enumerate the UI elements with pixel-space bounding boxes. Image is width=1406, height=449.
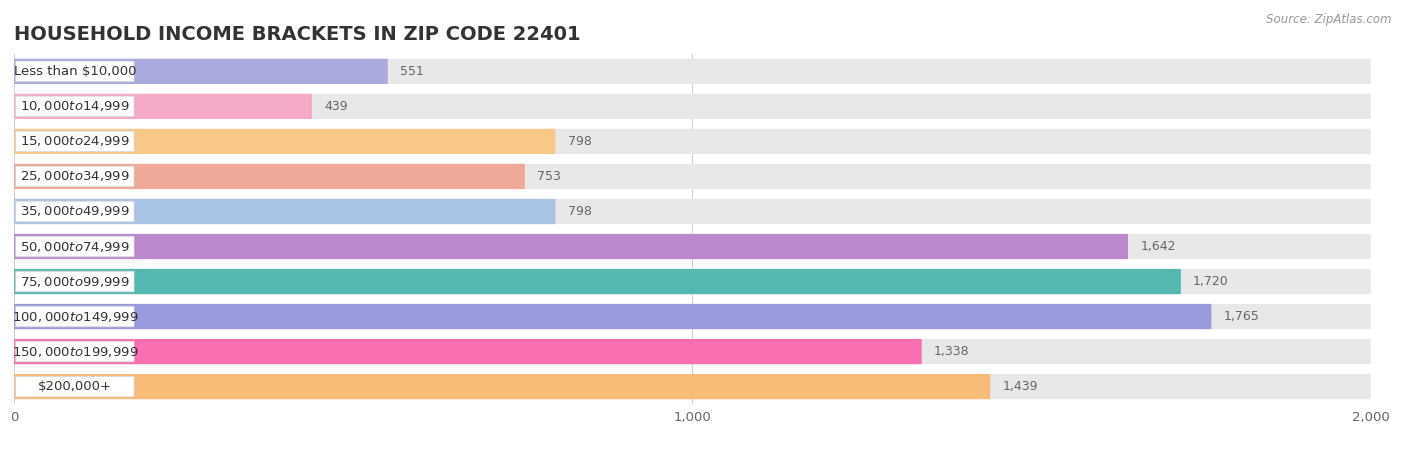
FancyBboxPatch shape bbox=[14, 374, 990, 399]
FancyBboxPatch shape bbox=[14, 59, 388, 84]
FancyBboxPatch shape bbox=[14, 129, 555, 154]
Text: Source: ZipAtlas.com: Source: ZipAtlas.com bbox=[1267, 13, 1392, 26]
Text: 1,642: 1,642 bbox=[1140, 240, 1175, 253]
Text: 1,765: 1,765 bbox=[1223, 310, 1260, 323]
FancyBboxPatch shape bbox=[15, 166, 134, 187]
FancyBboxPatch shape bbox=[15, 201, 134, 222]
Text: HOUSEHOLD INCOME BRACKETS IN ZIP CODE 22401: HOUSEHOLD INCOME BRACKETS IN ZIP CODE 22… bbox=[14, 25, 581, 44]
Text: $150,000 to $199,999: $150,000 to $199,999 bbox=[11, 344, 138, 359]
FancyBboxPatch shape bbox=[15, 131, 134, 152]
FancyBboxPatch shape bbox=[15, 376, 134, 397]
FancyBboxPatch shape bbox=[14, 199, 555, 224]
Text: $75,000 to $99,999: $75,000 to $99,999 bbox=[20, 274, 129, 289]
FancyBboxPatch shape bbox=[15, 61, 134, 82]
Text: $10,000 to $14,999: $10,000 to $14,999 bbox=[20, 99, 129, 114]
FancyBboxPatch shape bbox=[14, 94, 312, 119]
FancyBboxPatch shape bbox=[15, 271, 134, 292]
FancyBboxPatch shape bbox=[14, 304, 1212, 329]
FancyBboxPatch shape bbox=[14, 59, 1371, 84]
FancyBboxPatch shape bbox=[14, 129, 1371, 154]
Text: $200,000+: $200,000+ bbox=[38, 380, 111, 393]
FancyBboxPatch shape bbox=[14, 164, 1371, 189]
Text: 798: 798 bbox=[568, 205, 592, 218]
Text: $15,000 to $24,999: $15,000 to $24,999 bbox=[20, 134, 129, 149]
FancyBboxPatch shape bbox=[14, 199, 1371, 224]
Text: 1,338: 1,338 bbox=[934, 345, 970, 358]
FancyBboxPatch shape bbox=[14, 94, 1371, 119]
Text: $50,000 to $74,999: $50,000 to $74,999 bbox=[20, 239, 129, 254]
Text: Less than $10,000: Less than $10,000 bbox=[14, 65, 136, 78]
Text: $100,000 to $149,999: $100,000 to $149,999 bbox=[11, 309, 138, 324]
Text: 798: 798 bbox=[568, 135, 592, 148]
FancyBboxPatch shape bbox=[14, 304, 1371, 329]
Text: 1,720: 1,720 bbox=[1194, 275, 1229, 288]
FancyBboxPatch shape bbox=[14, 269, 1371, 294]
FancyBboxPatch shape bbox=[15, 306, 134, 327]
Text: 753: 753 bbox=[537, 170, 561, 183]
FancyBboxPatch shape bbox=[14, 269, 1181, 294]
FancyBboxPatch shape bbox=[15, 341, 134, 362]
FancyBboxPatch shape bbox=[14, 164, 524, 189]
FancyBboxPatch shape bbox=[14, 339, 922, 364]
Text: $25,000 to $34,999: $25,000 to $34,999 bbox=[20, 169, 129, 184]
FancyBboxPatch shape bbox=[15, 236, 134, 257]
FancyBboxPatch shape bbox=[14, 374, 1371, 399]
Text: 439: 439 bbox=[325, 100, 347, 113]
FancyBboxPatch shape bbox=[14, 234, 1371, 259]
FancyBboxPatch shape bbox=[15, 96, 134, 117]
FancyBboxPatch shape bbox=[14, 234, 1128, 259]
Text: $35,000 to $49,999: $35,000 to $49,999 bbox=[20, 204, 129, 219]
FancyBboxPatch shape bbox=[14, 339, 1371, 364]
Text: 551: 551 bbox=[401, 65, 425, 78]
Text: 1,439: 1,439 bbox=[1002, 380, 1038, 393]
